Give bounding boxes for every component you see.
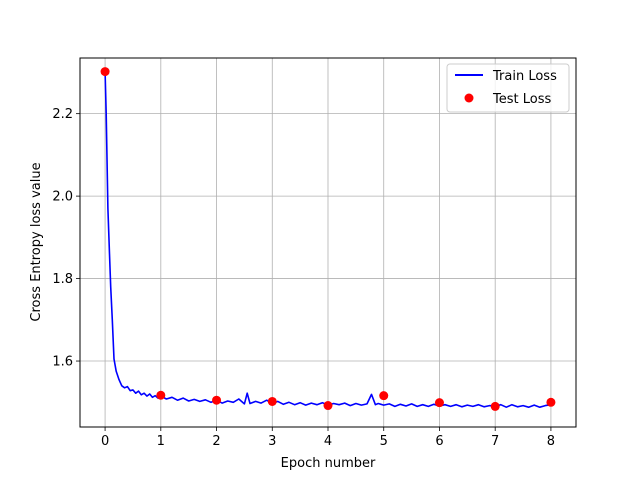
legend-test-loss-swatch [464,93,474,103]
test-loss-point [490,401,500,411]
test-loss-point [323,401,333,411]
test-loss-point [267,396,277,406]
x-tick-label: 5 [380,434,388,449]
x-tick-label: 6 [435,434,443,449]
x-tick-label: 3 [268,434,276,449]
y-tick-label: 1.8 [52,272,73,287]
x-tick-label: 1 [157,434,165,449]
x-tick-label: 2 [212,434,220,449]
test-loss-point [212,395,222,405]
test-loss-point [546,397,556,407]
legend-train-loss-label: Train Loss [492,69,557,84]
y-axis-ticks: 1.6 1.8 2.0 2.2 [52,107,80,370]
x-tick-label: 7 [491,434,499,449]
y-tick-label: 2.0 [52,190,73,205]
test-loss-point [100,67,110,77]
y-axis-label: Cross Entropy loss value [29,162,44,321]
plot-area [100,67,556,411]
x-axis-ticks: 0 1 2 3 4 5 6 7 8 [101,427,555,449]
test-loss-point [434,398,444,408]
y-tick-label: 2.2 [52,107,73,122]
y-tick-label: 1.6 [52,355,73,370]
x-tick-label: 4 [324,434,332,449]
train-loss-line [104,72,552,409]
test-loss-point [156,390,166,400]
legend-test-loss-label: Test Loss [492,92,551,107]
x-tick-label: 0 [101,434,109,449]
test-loss-point [379,391,389,401]
x-tick-label: 8 [547,434,555,449]
grid [80,58,576,427]
legend: Train Loss Test Loss [446,63,570,113]
x-axis-label: Epoch number [281,456,376,471]
